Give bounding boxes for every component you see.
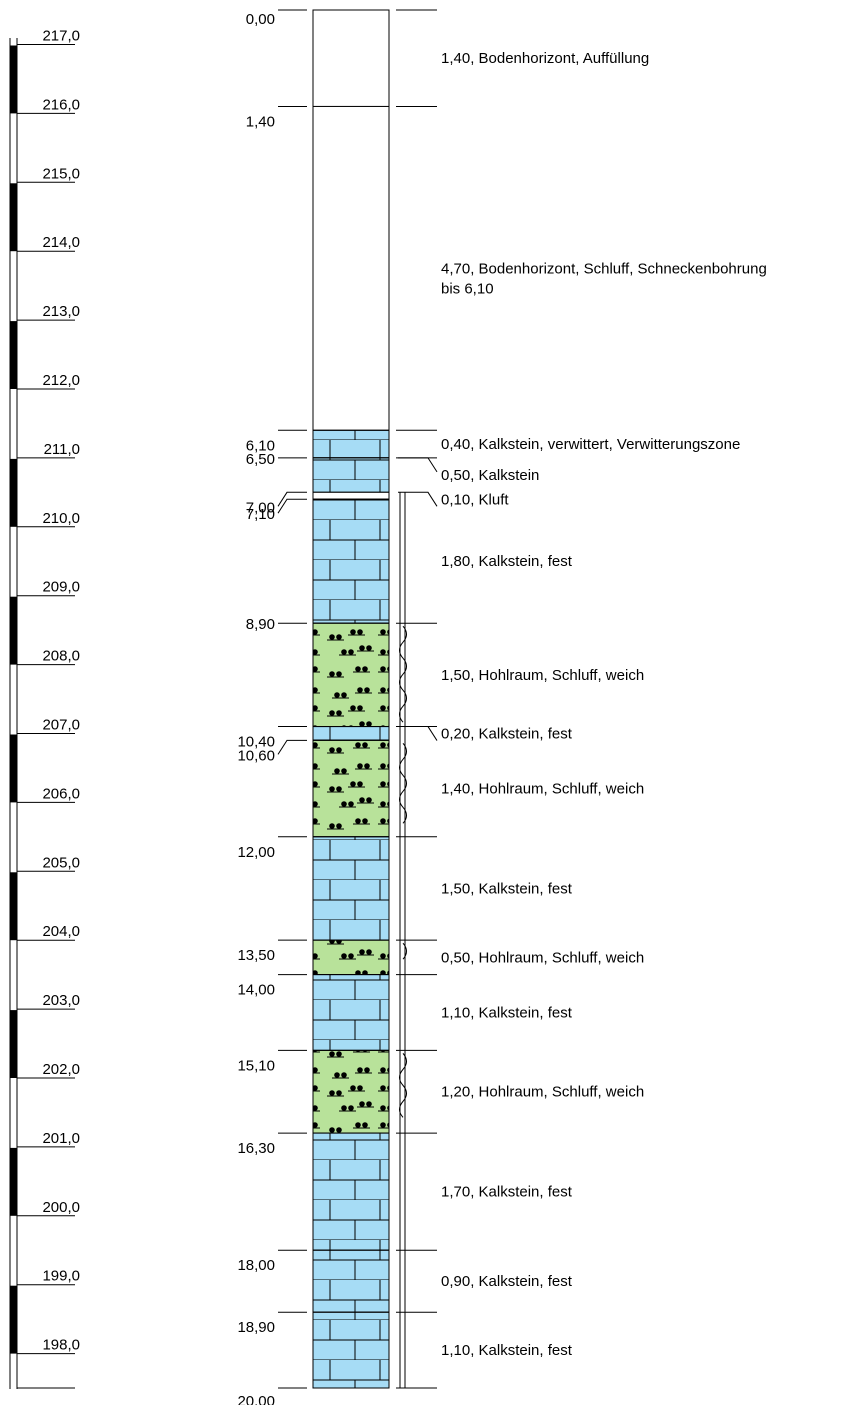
depth-label: 6,10 [246,437,275,454]
elevation-label: 217,0 [42,28,80,45]
layer-1-rect [312,105,390,431]
limestone-pattern [312,1249,390,1313]
layer-description: 0,90, Kalkstein, fest [441,1273,573,1290]
cavity-wave [399,743,407,824]
scale-segment-filled [10,1010,17,1078]
limestone-pattern [312,457,390,493]
elevation-label: 199,0 [42,1268,80,1285]
depth-label: 10,60 [237,747,275,764]
elevation-label: 200,0 [42,1199,80,1216]
elevation-label: 205,0 [42,854,80,871]
depth-label: 18,90 [237,1319,275,1336]
scale-segment-filled [10,183,17,252]
layer-description: 1,50, Kalkstein, fest [441,880,573,897]
scale-segment-filled [10,872,17,941]
silt-pattern [312,622,390,728]
elevation-label: 211,0 [44,441,80,458]
elevation-label: 204,0 [42,923,80,940]
scale-segment-filled [10,734,17,803]
scale-segment-filled [10,45,17,114]
limestone-pattern [312,1311,390,1389]
layer-description-cont: bis 6,10 [441,280,494,297]
depth-label: 18,00 [237,1257,275,1274]
elevation-label: 209,0 [42,579,80,596]
elevation-label: 210,0 [42,510,80,527]
elevation-label: 206,0 [42,785,80,802]
layer-description: 0,50, Hohlraum, Schluff, weich [441,949,644,966]
elevation-label: 207,0 [42,717,80,734]
layer-0-rect [312,9,390,107]
layer-description: 1,10, Kalkstein, fest [441,1004,573,1021]
elevation-label: 203,0 [42,992,80,1009]
silt-pattern [312,939,390,976]
layer-description: 4,70, Bodenhorizont, Schluff, Schneckenb… [441,260,767,277]
limestone-pattern [312,498,390,624]
elevation-label: 208,0 [42,648,80,665]
limestone-pattern [312,726,390,741]
elevation-label: 201,0 [42,1130,80,1147]
silt-pattern [312,739,390,838]
depth-label: 13,50 [237,947,275,964]
depth-label: 0,00 [246,11,275,28]
layer-description: 0,20, Kalkstein, fest [441,726,573,743]
desc-leader [398,726,438,741]
depth-label: 8,90 [246,616,275,633]
scale-segment-filled [10,458,17,527]
scale-segment-filled [10,596,17,665]
elevation-label: 214,0 [42,234,80,251]
layer-column [312,9,390,1389]
depth-label: 10,40 [237,734,275,751]
layer-description: 0,40, Kalkstein, verwittert, Verwitterun… [441,436,740,453]
depth-leader [277,491,307,507]
scale-segment-filled [10,1147,17,1216]
layer-description: 0,50, Kalkstein [441,467,539,484]
depth-leader [277,739,307,755]
elevation-label: 213,0 [42,303,80,320]
layer-description: 0,10, Kluft [441,491,509,508]
cavity-wave [399,625,407,723]
scale-segment-filled [10,321,17,389]
cavity-wave [402,942,407,960]
limestone-pattern [312,836,390,941]
layer-description: 1,20, Hohlraum, Schluff, weich [441,1084,644,1101]
depth-label: 14,00 [237,982,275,999]
limestone-pattern [312,429,390,459]
elevation-scale: 217,0 216,0 215,0 214,0 213,0 212,0 211,0 210,0… [9,28,80,1389]
layer-descriptions: 1,40, Bodenhorizont, Auffüllung 4,70, Bod… [396,9,767,1389]
layer-description: 1,70, Kalkstein, fest [441,1184,573,1201]
depth-label: 6,50 [246,451,275,468]
desc-leader [398,457,438,473]
final-depth-label: 20,00 [237,1393,275,1405]
elevation-label: 198,0 [42,1337,80,1354]
depth-leader [277,498,307,514]
depth-label: 7,00 [246,499,275,516]
limestone-pattern [312,1132,390,1251]
elevation-label: 202,0 [42,1061,80,1078]
depth-label: 16,30 [237,1140,275,1157]
cavity-wave [399,1053,407,1118]
depth-label: 7,10 [246,506,275,523]
elevation-label: 215,0 [42,165,80,182]
layer-description: 1,50, Hohlraum, Schluff, weich [441,667,644,684]
scale-segment-filled [10,1285,17,1354]
layer-description: 1,40, Hohlraum, Schluff, weich [441,781,644,798]
elevation-label: 216,0 [42,96,80,113]
layer-4-rect [312,491,390,500]
casing-column [399,492,407,1388]
layer-description: 1,10, Kalkstein, fest [441,1342,573,1359]
depth-label: 12,00 [237,844,275,861]
layer-description: 1,80, Kalkstein, fest [441,553,573,570]
elevation-label: 212,0 [42,372,80,389]
silt-pattern [312,1049,390,1134]
depth-label: 15,10 [237,1057,275,1074]
limestone-pattern [312,974,390,1051]
desc-leader [398,491,438,507]
layer-description: 1,40, Bodenhorizont, Auffüllung [441,50,649,67]
depth-label: 1,40 [246,113,275,130]
